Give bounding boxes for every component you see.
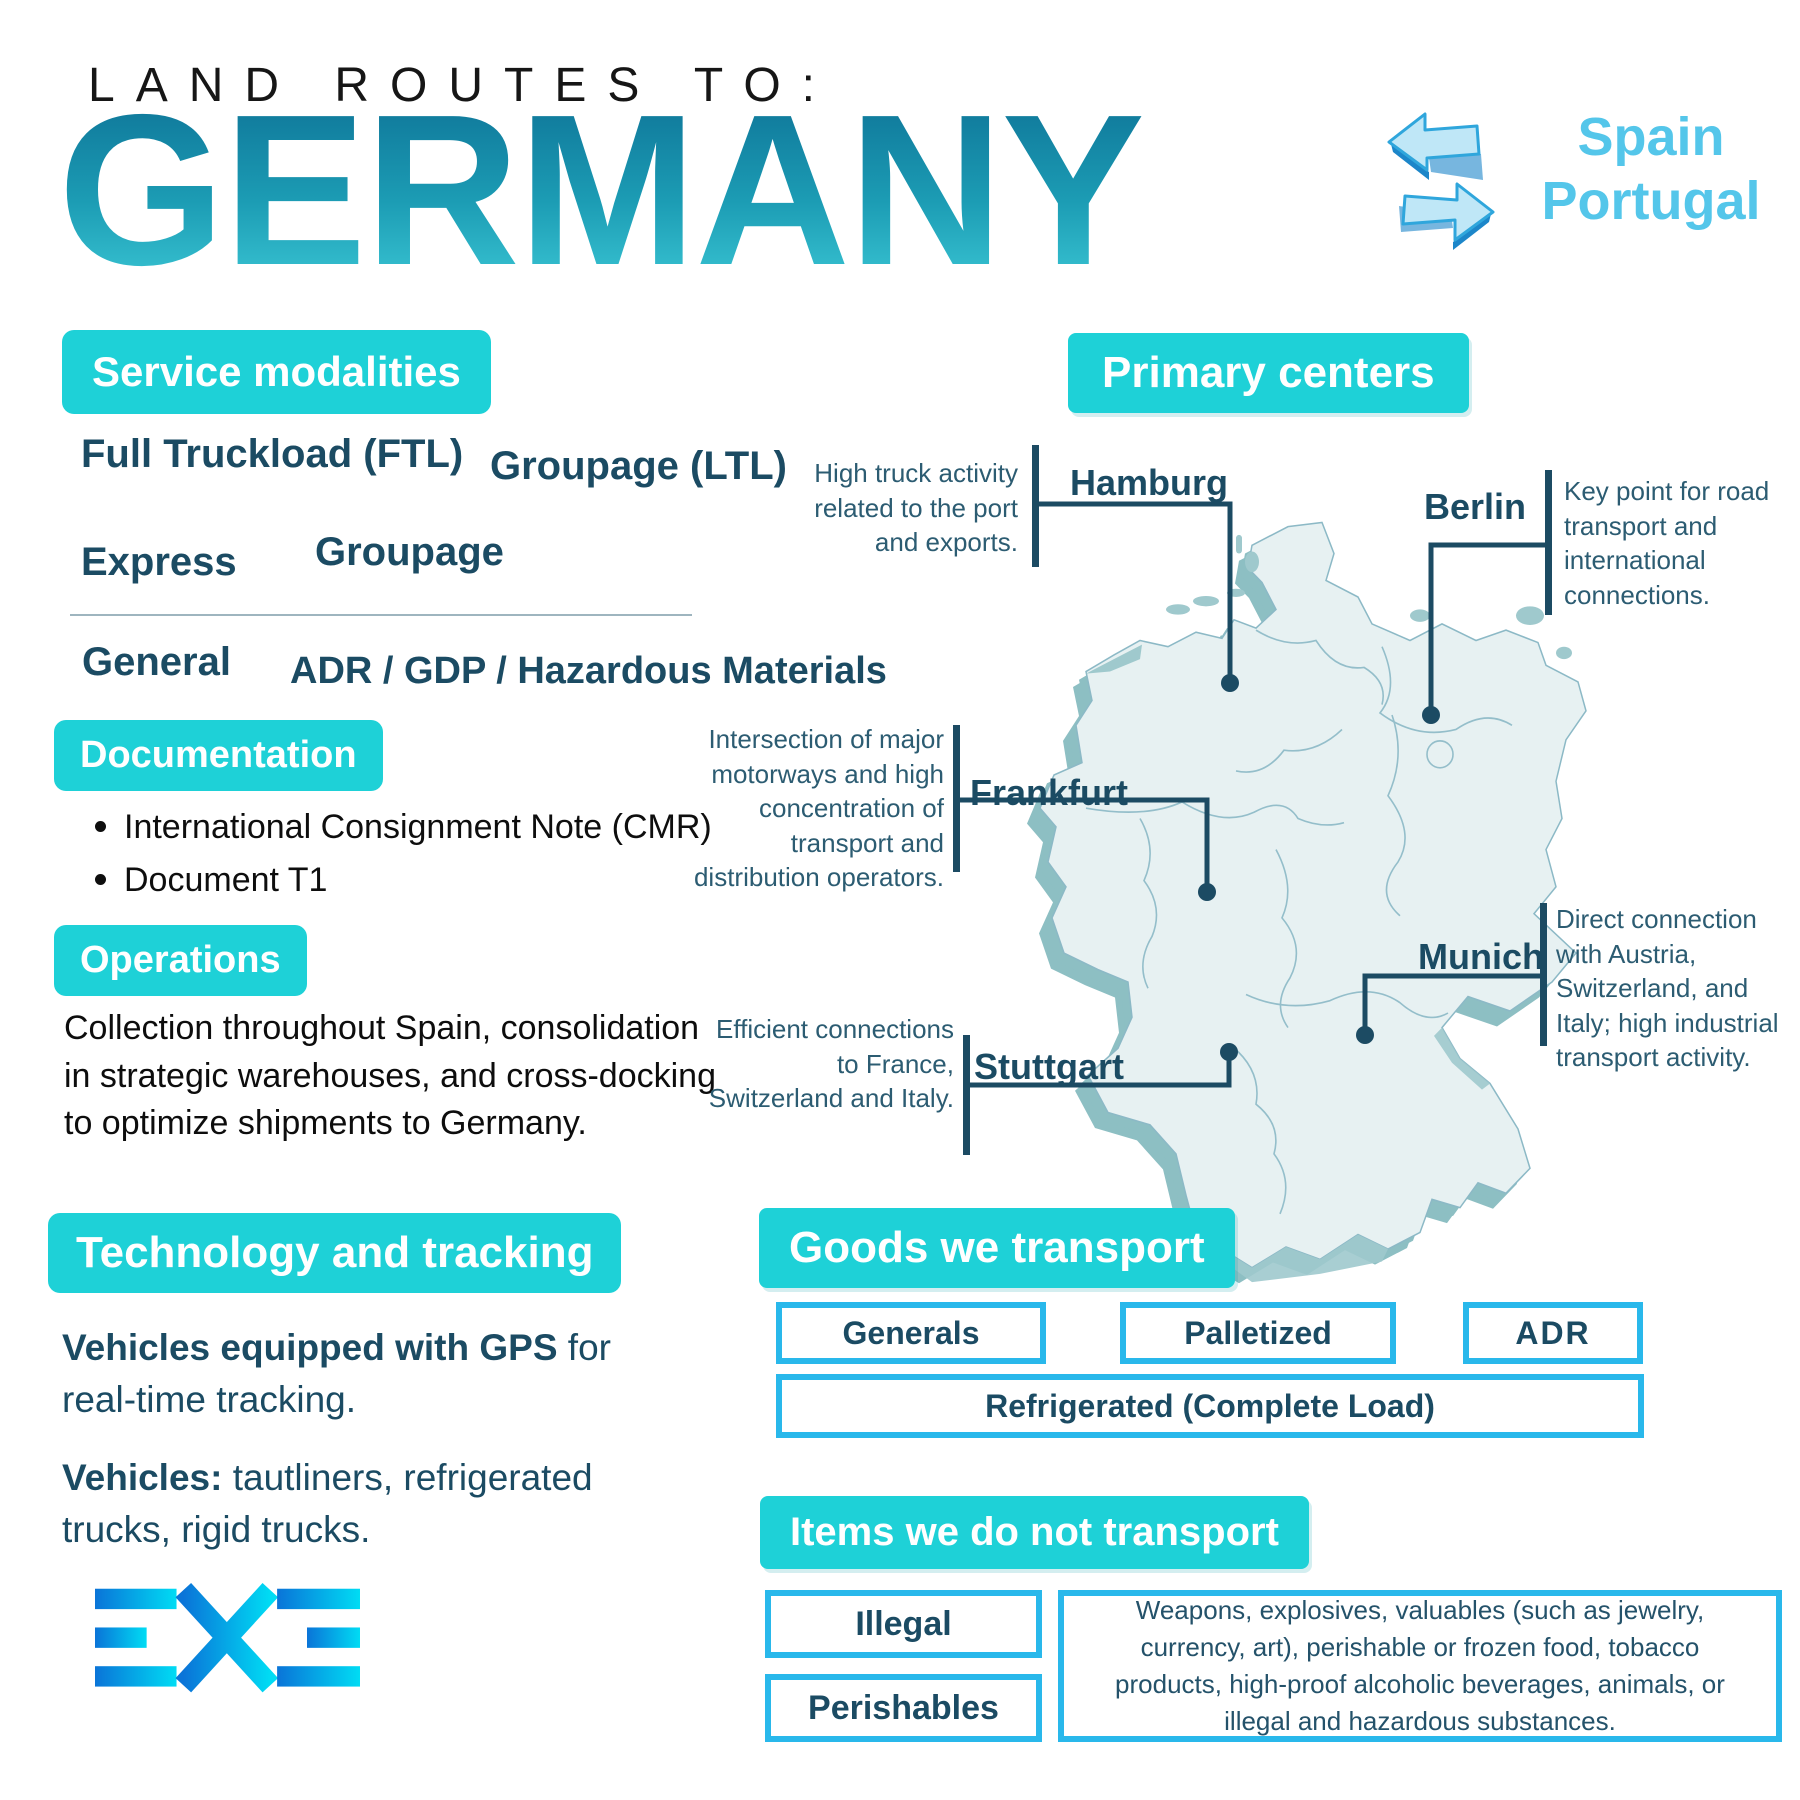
goods-box-adr: ADR <box>1463 1302 1643 1364</box>
city-desc-berlin: Key point for road transport and interna… <box>1564 476 1770 610</box>
section-header-services: Service modalities <box>62 330 491 414</box>
origin-portugal: Portugal <box>1541 170 1761 231</box>
arrow-right-icon <box>1399 182 1495 250</box>
section-header-operations: Operations <box>54 925 307 996</box>
service-item-adr: ADR / GDP / Hazardous Materials <box>290 650 887 692</box>
service-item-general: General <box>82 640 231 684</box>
not-transport-description: Weapons, explosives, valuables (such as … <box>1058 1590 1782 1742</box>
origin-spain: Spain <box>1577 107 1725 167</box>
service-item-ltl: Groupage (LTL) <box>490 444 787 488</box>
bullet-icon <box>95 874 106 885</box>
section-header-not-transport: Items we do not transport <box>760 1496 1309 1569</box>
map-islands <box>1086 534 1572 1283</box>
direction-arrows-icon <box>1387 112 1495 250</box>
operations-body: Collection throughout Spain, consolidati… <box>64 1009 716 1143</box>
section-header-technology: Technology and tracking <box>48 1213 622 1293</box>
city-desc-hamburg: High truck activity related to the port … <box>814 458 1018 558</box>
technology-vehicles-rest: tautliners, refrigerated trucks, rigid t… <box>62 1457 593 1550</box>
documentation-bullet-t1: Document T1 <box>124 861 328 899</box>
technology-paragraph-gps: Vehicles equipped with GPS for real-time… <box>62 1322 652 1426</box>
map-city-dots <box>1198 674 1440 1061</box>
city-desc-munich: Direct connection with Austria, Switzerl… <box>1556 904 1779 1073</box>
list-item: International Consignment Note (CMR) <box>95 808 712 847</box>
section-header-documentation: Documentation <box>54 720 383 791</box>
arrow-left-icon <box>1387 112 1483 180</box>
germany-map-shape <box>1027 521 1587 1284</box>
city-label-berlin: Berlin <box>1424 486 1527 527</box>
city-label-munich: Munich <box>1418 936 1544 977</box>
city-label-hamburg: Hamburg <box>1070 462 1229 503</box>
city-label-frankfurt: Frankfurt <box>970 772 1129 813</box>
not-transport-box-perishables: Perishables <box>765 1674 1042 1742</box>
goods-box-refrigerated: Refrigerated (Complete Load) <box>776 1374 1644 1438</box>
origin-countries: Spain Portugal <box>1516 106 1786 233</box>
documentation-list: International Consignment Note (CMR) Doc… <box>95 808 712 914</box>
city-desc-stuttgart: Efficient connections to France, Switzer… <box>708 1014 954 1114</box>
bullet-icon <box>95 821 106 832</box>
stuttgart-dot <box>1220 1043 1238 1061</box>
frankfurt-dot <box>1198 883 1216 901</box>
brand-logo <box>95 1582 360 1693</box>
berlin-dot <box>1422 706 1440 724</box>
technology-vehicles-bold: Vehicles: <box>62 1457 223 1498</box>
hamburg-dot <box>1221 674 1239 692</box>
germany-map <box>953 445 1587 1284</box>
page-title: GERMANY <box>58 69 1145 310</box>
city-desc-frankfurt: Intersection of major motorways and high… <box>693 724 944 893</box>
technology-gps-rest: for real-time tracking. <box>62 1327 611 1420</box>
list-item: Document T1 <box>95 861 712 900</box>
map-callout-lines <box>953 445 1552 1155</box>
service-item-ftl: Full Truckload (FTL) <box>81 432 464 476</box>
section-header-primary-centers: Primary centers <box>1068 333 1469 413</box>
city-label-stuttgart: Stuttgart <box>974 1046 1124 1087</box>
kicker-title: LAND ROUTES TO: <box>88 58 836 113</box>
technology-paragraph-vehicles: Vehicles: tautliners, refrigerated truck… <box>62 1452 652 1556</box>
not-transport-box-illegal: Illegal <box>765 1590 1042 1658</box>
goods-box-generals: Generals <box>776 1302 1046 1364</box>
service-item-express: Express <box>81 540 237 584</box>
service-item-groupage: Groupage <box>315 530 504 574</box>
documentation-bullet-cmr: International Consignment Note (CMR) <box>124 808 712 846</box>
services-divider <box>70 614 692 616</box>
map-state-borders <box>1085 629 1513 1215</box>
goods-box-palletized: Palletized <box>1120 1302 1396 1364</box>
technology-gps-bold: Vehicles equipped with GPS <box>62 1327 558 1368</box>
section-header-goods: Goods we transport <box>759 1208 1235 1288</box>
munich-dot <box>1356 1026 1374 1044</box>
